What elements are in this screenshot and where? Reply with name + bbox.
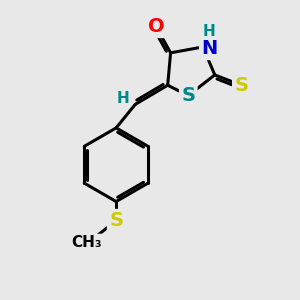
Text: CH₃: CH₃: [71, 235, 102, 250]
Text: S: S: [181, 86, 195, 105]
Text: H: H: [116, 91, 129, 106]
Text: N: N: [201, 39, 218, 58]
Text: H: H: [203, 24, 216, 39]
Text: S: S: [234, 76, 248, 95]
Text: S: S: [109, 211, 123, 230]
Text: O: O: [148, 17, 164, 36]
